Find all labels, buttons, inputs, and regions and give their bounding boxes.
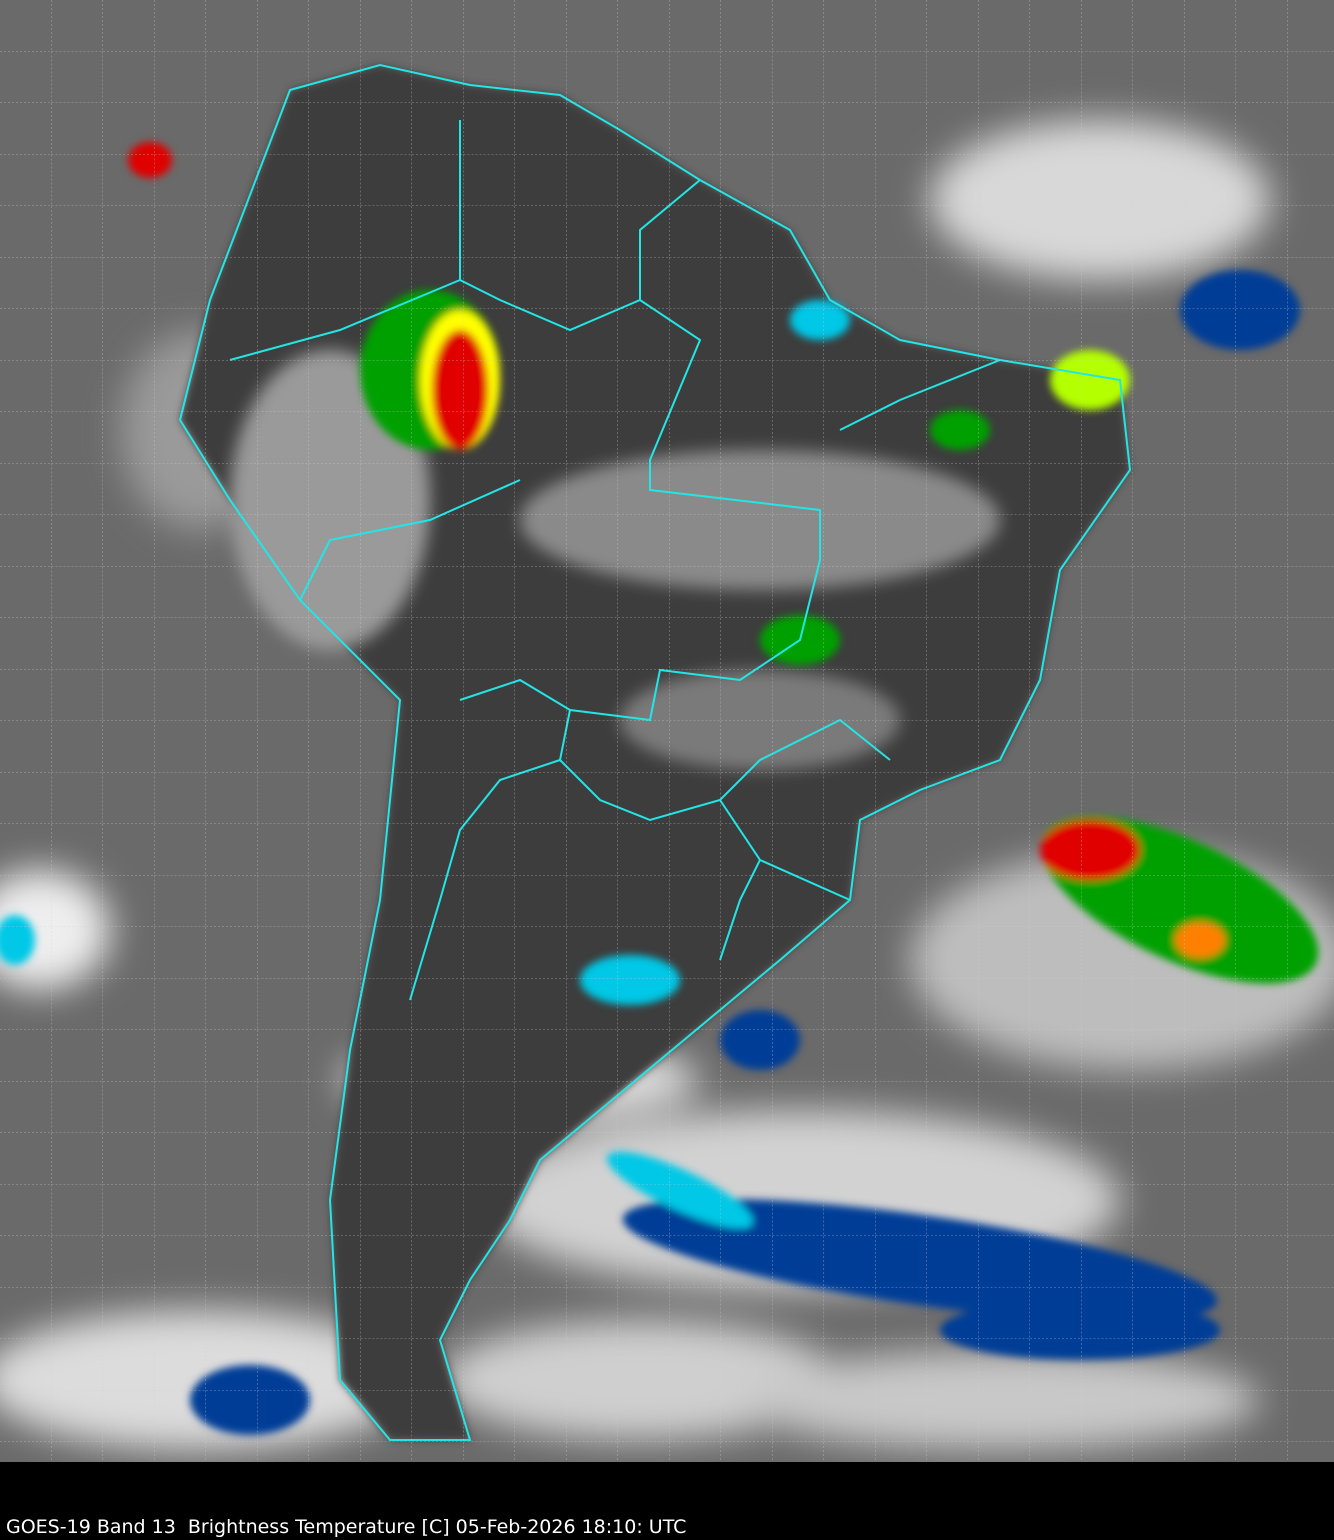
lat-lon-grid [0, 0, 1334, 1462]
brightness-temperature-map [0, 0, 1334, 1462]
image-caption: GOES-19 Band 13 Brightness Temperature [… [6, 1516, 687, 1538]
